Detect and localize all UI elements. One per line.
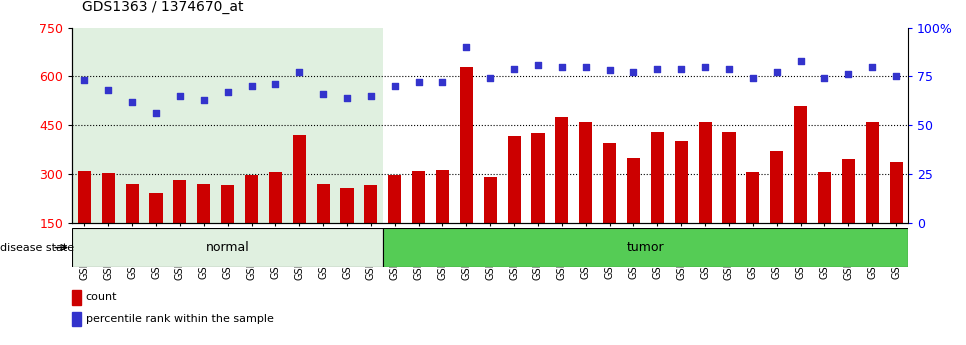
Bar xyxy=(383,228,908,267)
Point xyxy=(76,78,92,83)
Point xyxy=(722,66,737,71)
Bar xyxy=(698,122,712,223)
Bar xyxy=(72,312,81,326)
Bar xyxy=(460,67,473,223)
Bar xyxy=(747,172,759,223)
Bar xyxy=(150,193,162,223)
Bar xyxy=(364,185,378,223)
Bar xyxy=(627,158,640,223)
Bar xyxy=(78,170,91,223)
Point xyxy=(482,76,498,81)
Bar xyxy=(436,170,449,223)
Text: GDS1363 / 1374670_at: GDS1363 / 1374670_at xyxy=(82,0,243,14)
Point xyxy=(363,93,379,99)
Point xyxy=(578,64,593,69)
Point xyxy=(315,91,330,97)
Bar xyxy=(555,117,568,223)
Point xyxy=(745,76,760,81)
Point xyxy=(793,58,809,63)
Point xyxy=(149,111,164,116)
Bar xyxy=(245,175,258,223)
Point xyxy=(125,99,140,105)
Point xyxy=(435,79,450,85)
Bar xyxy=(674,141,688,223)
Point xyxy=(697,64,713,69)
Point xyxy=(673,66,689,71)
Point xyxy=(530,62,546,67)
Point xyxy=(459,45,474,50)
Bar xyxy=(484,177,497,223)
Text: normal: normal xyxy=(206,241,249,254)
Point xyxy=(292,70,307,75)
Bar xyxy=(794,106,808,223)
Bar xyxy=(317,184,329,223)
Bar xyxy=(723,131,735,223)
Text: percentile rank within the sample: percentile rank within the sample xyxy=(86,314,273,324)
Bar xyxy=(388,175,401,223)
Text: tumor: tumor xyxy=(627,241,665,254)
Point xyxy=(243,83,259,89)
Point xyxy=(411,79,426,85)
Bar xyxy=(173,180,186,223)
Point xyxy=(196,97,212,102)
Bar xyxy=(603,143,616,223)
Bar xyxy=(841,159,855,223)
Bar xyxy=(293,135,306,223)
Bar xyxy=(72,28,383,223)
Bar xyxy=(72,290,81,305)
Bar xyxy=(890,162,902,223)
Point xyxy=(816,76,832,81)
Bar xyxy=(818,172,831,223)
Bar xyxy=(770,151,783,223)
Point xyxy=(506,66,522,71)
Point xyxy=(889,73,904,79)
Point xyxy=(554,64,570,69)
Bar xyxy=(221,185,234,223)
Text: disease state: disease state xyxy=(0,243,74,253)
Bar xyxy=(340,188,354,223)
Point xyxy=(220,89,236,95)
Bar xyxy=(126,184,139,223)
Bar xyxy=(269,172,282,223)
Bar xyxy=(531,133,545,223)
Point xyxy=(172,93,187,99)
Bar xyxy=(507,136,521,223)
Point xyxy=(840,72,856,77)
Point xyxy=(602,68,617,73)
Bar xyxy=(412,170,425,223)
Text: count: count xyxy=(86,293,117,302)
Bar xyxy=(197,184,211,223)
Bar xyxy=(866,122,879,223)
Point xyxy=(100,87,116,93)
Bar xyxy=(72,228,383,267)
Point xyxy=(626,70,641,75)
Bar xyxy=(651,131,664,223)
Point xyxy=(387,83,403,89)
Point xyxy=(649,66,665,71)
Point xyxy=(865,64,880,69)
Bar xyxy=(101,173,115,223)
Bar xyxy=(580,122,592,223)
Point xyxy=(339,95,355,100)
Point xyxy=(769,70,784,75)
Point xyxy=(268,81,283,87)
